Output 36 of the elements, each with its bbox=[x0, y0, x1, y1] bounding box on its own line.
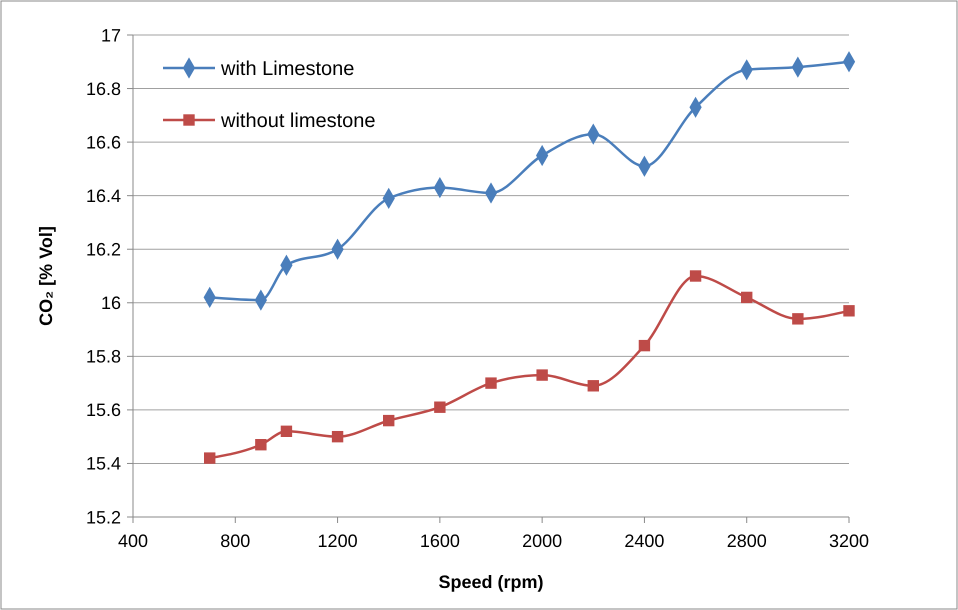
legend-label: with Limestone bbox=[220, 58, 354, 80]
point bbox=[536, 369, 548, 381]
x-tick-label: 2800 bbox=[726, 531, 767, 551]
point bbox=[280, 426, 292, 438]
y-tick-label: 16.4 bbox=[86, 186, 121, 206]
y-tick-label: 15.8 bbox=[86, 346, 121, 367]
point bbox=[332, 430, 344, 442]
point bbox=[204, 452, 216, 464]
legend-label: without limestone bbox=[220, 110, 376, 132]
y-tick-label: 17 bbox=[100, 25, 121, 46]
x-tick-label: 400 bbox=[118, 531, 148, 551]
y-tick-label: 15.2 bbox=[86, 507, 121, 528]
y-tick-label: 16.8 bbox=[86, 78, 121, 99]
y-tick-label: 15.6 bbox=[86, 400, 121, 420]
point bbox=[741, 292, 752, 304]
x-axis-title: Speed (rpm) bbox=[438, 572, 544, 592]
y-tick-label: 16.6 bbox=[86, 132, 121, 152]
point bbox=[638, 340, 650, 352]
y-axis-title: CO₂ [% Vol] bbox=[36, 226, 56, 326]
x-tick-label: 2000 bbox=[522, 531, 562, 551]
x-tick-label: 800 bbox=[220, 531, 250, 551]
point bbox=[383, 414, 394, 426]
point bbox=[690, 270, 702, 282]
point bbox=[255, 439, 267, 450]
point bbox=[792, 313, 804, 325]
point bbox=[843, 305, 855, 317]
point bbox=[485, 377, 497, 389]
x-tick-label: 3200 bbox=[828, 531, 870, 551]
y-tick-label: 16.2 bbox=[86, 240, 121, 260]
x-tick-label: 1200 bbox=[318, 531, 358, 551]
point bbox=[434, 402, 446, 413]
y-tick-label: 15.4 bbox=[86, 454, 121, 474]
x-tick-label: 1600 bbox=[420, 531, 460, 551]
y-tick-label: 16 bbox=[100, 293, 121, 314]
point bbox=[588, 380, 599, 392]
x-tick-label: 2400 bbox=[624, 531, 664, 551]
